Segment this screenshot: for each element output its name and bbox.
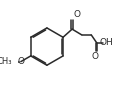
Text: O: O — [74, 10, 81, 19]
Text: O: O — [17, 57, 24, 66]
Text: OH: OH — [100, 38, 113, 47]
Text: O: O — [92, 52, 99, 61]
Text: CH₃: CH₃ — [0, 57, 12, 66]
